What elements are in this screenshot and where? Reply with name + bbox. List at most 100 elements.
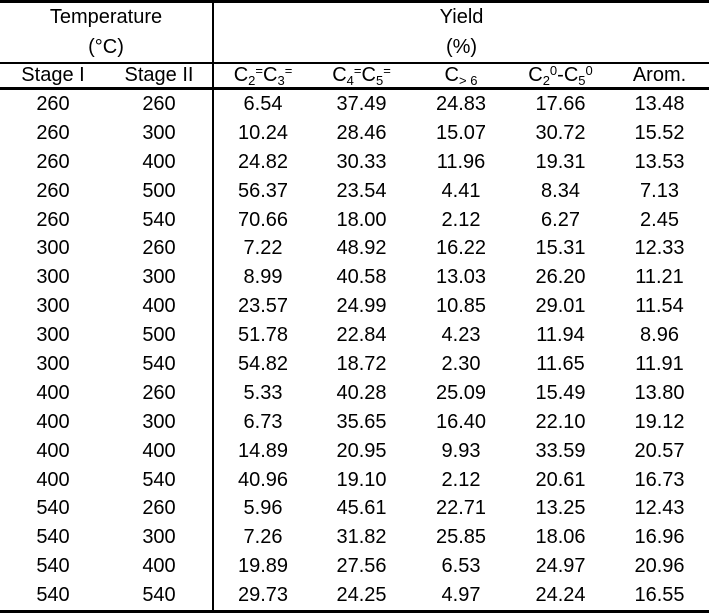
yield-value: 45.61 <box>336 497 387 520</box>
stage2-temperature: 540 <box>142 468 176 491</box>
yield-value: 29.73 <box>212 581 312 612</box>
table-row: 300 260 7.22 48.92 16.22 15.31 12.33 <box>0 234 709 264</box>
yield-value: 4.97 <box>441 584 481 607</box>
yield-value: 25.09 <box>435 381 487 404</box>
col-header-c-gt6: C> 6 <box>411 63 511 90</box>
yield-value: 31.82 <box>336 526 387 549</box>
yield-value: 11.96 <box>436 150 486 173</box>
formula-text: C <box>444 64 459 86</box>
yield-value: 17.66 <box>535 92 586 115</box>
yield-value: 6.27 <box>541 208 580 231</box>
stage1-temperature: 260 <box>36 208 70 231</box>
stage1-temperature: 400 <box>36 439 70 462</box>
stage2-temperature: 400 <box>142 150 176 173</box>
subscript: 5 <box>375 73 384 88</box>
stage1-temperature: 400 <box>36 410 70 433</box>
yield-value: 13.80 <box>634 381 685 404</box>
subscript: 2 <box>542 73 550 88</box>
yield-value: 6.53 <box>441 555 481 578</box>
stage1-temperature: 260 <box>36 150 70 173</box>
superscript: 0 <box>549 63 558 78</box>
stage1-temperature: 260 <box>36 179 70 202</box>
yield-value: 54.82 <box>212 350 312 379</box>
table-header: Temperature (°C) Yield (%) Stage I Stage… <box>0 1 709 90</box>
yield-value: 16.96 <box>634 526 685 549</box>
yield-value: 2.30 <box>441 352 481 375</box>
yield-value: 24.25 <box>336 584 387 607</box>
col-header-stage1: Stage I <box>0 63 106 90</box>
stage2-temperature: 500 <box>142 324 176 347</box>
superscript: 0 <box>585 63 593 78</box>
yield-value: 18.06 <box>535 526 586 549</box>
stage1-temperature: 260 <box>36 92 70 115</box>
yield-value: 13.53 <box>634 150 685 173</box>
yield-value: 2.12 <box>441 208 481 231</box>
yield-value: 16.55 <box>634 584 685 607</box>
yield-value: 15.07 <box>435 121 487 144</box>
superscript: = <box>284 63 293 78</box>
yield-value: 2.45 <box>640 208 679 231</box>
yield-value: 2.12 <box>441 468 481 491</box>
yield-value: 5.96 <box>212 494 312 524</box>
table-row: 300 540 54.82 18.72 2.30 11.65 11.91 <box>0 350 709 379</box>
yield-value: 19.10 <box>336 468 387 491</box>
yield-value: 6.73 <box>212 407 312 437</box>
yield-value: 20.95 <box>336 439 387 462</box>
col-header-aromatics: Arom. <box>610 63 709 90</box>
yield-value: 11.54 <box>635 295 684 318</box>
stage1-temperature: 300 <box>36 295 70 318</box>
yield-value: 10.24 <box>212 118 312 148</box>
stage2-temperature: 300 <box>142 526 176 549</box>
yield-value: 24.82 <box>212 147 312 177</box>
formula-text: C <box>361 64 376 86</box>
stage1-temperature: 300 <box>36 324 70 347</box>
yield-value: 20.61 <box>535 468 586 491</box>
yield-value: 29.01 <box>535 295 586 318</box>
yield-value: 22.10 <box>535 410 586 433</box>
stage2-temperature: 300 <box>142 266 176 289</box>
stage2-temperature: 500 <box>142 179 176 202</box>
yield-value: 22.84 <box>336 324 387 347</box>
yield-value: 24.24 <box>535 584 586 607</box>
yield-value: 7.22 <box>212 234 312 264</box>
formula-text: C <box>528 64 543 86</box>
stage1-temperature: 300 <box>36 352 70 375</box>
formula-text: C <box>263 64 278 86</box>
yield-value: 19.89 <box>212 552 312 582</box>
col-header-c4c5-olefins: C4=C5= <box>312 63 411 90</box>
yield-value: 8.99 <box>212 263 312 293</box>
yield-value: 20.96 <box>634 555 685 578</box>
stage2-temperature: 260 <box>142 381 176 404</box>
stage2-temperature: 540 <box>142 352 176 375</box>
yield-value: 24.99 <box>336 295 387 318</box>
stage2-temperature: 400 <box>142 295 176 318</box>
yield-value: 51.78 <box>212 321 312 351</box>
stage2-temperature: 260 <box>142 92 176 115</box>
table-row: 400 400 14.89 20.95 9.93 33.59 20.57 <box>0 436 709 466</box>
yield-value: 14.89 <box>212 436 312 466</box>
yield-value: 20.57 <box>634 439 685 462</box>
table-row: 260 260 6.54 37.49 24.83 17.66 13.48 <box>0 88 709 119</box>
subscript: > 6 <box>459 73 478 88</box>
stage2-temperature: 260 <box>142 237 176 260</box>
stage1-temperature: 300 <box>36 237 70 260</box>
yield-value: 12.33 <box>634 237 685 260</box>
yield-value: 16.40 <box>435 410 487 433</box>
yield-value: 48.92 <box>336 237 387 260</box>
yield-value: 56.37 <box>212 176 312 206</box>
yield-value: 4.41 <box>441 179 481 202</box>
yield-label: Yield <box>439 6 484 28</box>
stage2-temperature: 300 <box>142 121 176 144</box>
yield-value: 8.34 <box>541 179 580 202</box>
col-header-c2c5-paraffins: C20-C50 <box>511 63 610 90</box>
formula-text: C <box>563 64 579 86</box>
yield-value: 12.43 <box>634 497 685 520</box>
table-row: 300 300 8.99 40.58 13.03 26.20 11.21 <box>0 263 709 293</box>
stage1-temperature: 540 <box>36 526 70 549</box>
yield-value: 11.91 <box>635 352 684 375</box>
stage1-temperature: 540 <box>36 555 70 578</box>
yield-value: 25.85 <box>435 526 487 549</box>
yield-value: 4.23 <box>441 324 481 347</box>
